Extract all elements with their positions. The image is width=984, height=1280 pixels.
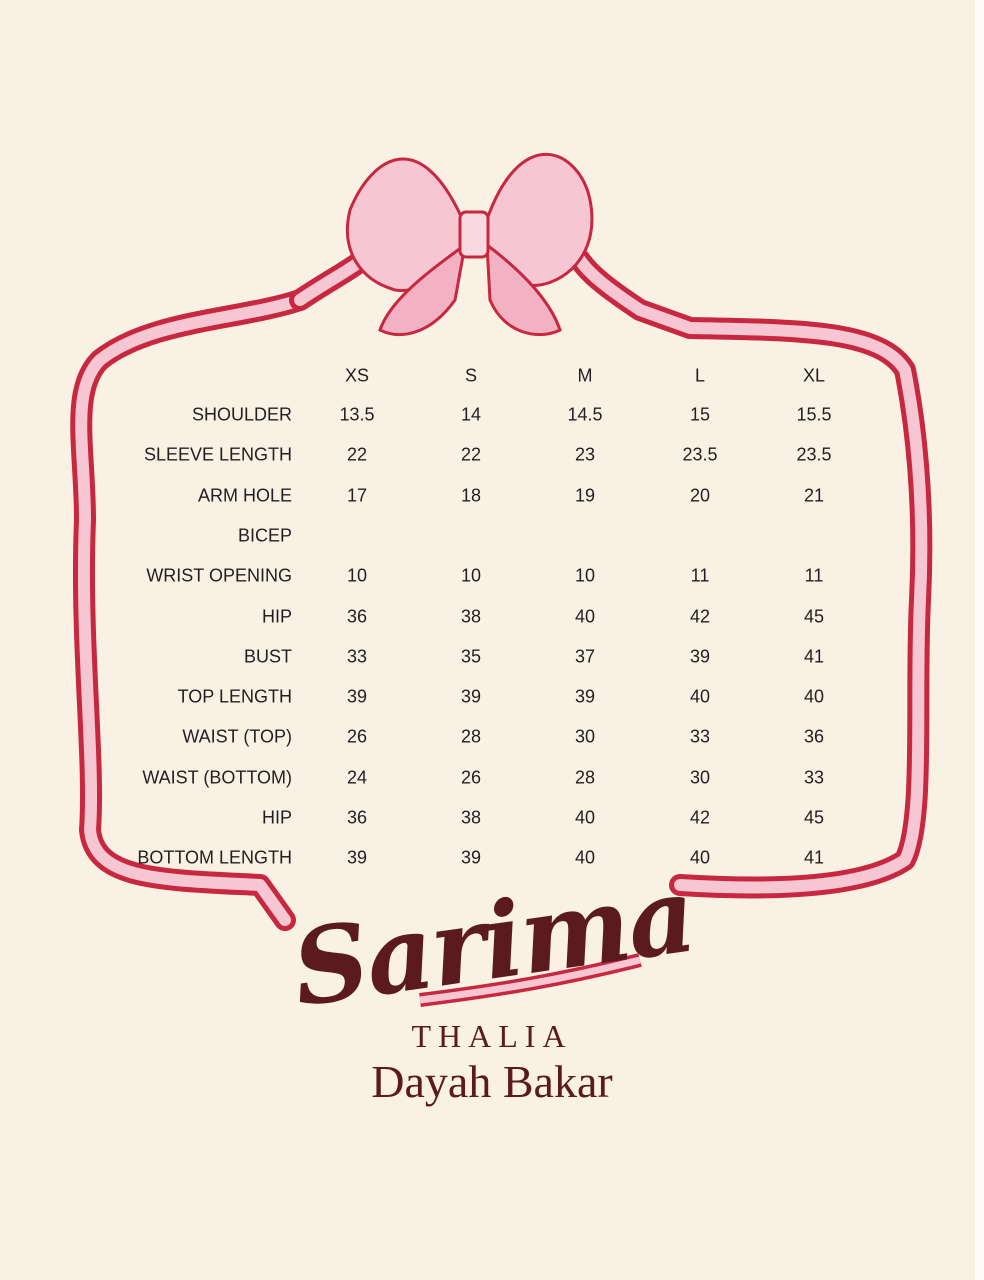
measurement-cell: 38 bbox=[460, 807, 482, 828]
measurement-cell: 17 bbox=[346, 485, 368, 506]
measurement-cell: 39 bbox=[460, 686, 482, 707]
measurement-cell: 33 bbox=[346, 646, 368, 667]
measurement-cell: 11 bbox=[690, 565, 710, 586]
measurement-cell: 41 bbox=[803, 847, 825, 868]
measurement-cell: 33 bbox=[689, 726, 711, 747]
row-label: ARM HOLE bbox=[197, 485, 292, 506]
row-label: WAIST (BOTTOM) bbox=[142, 767, 292, 788]
measurement-cell: 40 bbox=[574, 807, 596, 828]
measurement-cell: 11 bbox=[804, 565, 824, 586]
measurement-cell: 40 bbox=[574, 847, 596, 868]
measurement-cell: 13.5 bbox=[339, 404, 375, 425]
logo-thalia: THALIA bbox=[411, 1018, 573, 1054]
measurement-cell: 28 bbox=[574, 767, 596, 788]
measurement-cell: 40 bbox=[574, 606, 596, 626]
row-label: TOP LENGTH bbox=[177, 686, 292, 707]
measurement-cell: 40 bbox=[689, 686, 711, 707]
row-label: BOTTOM LENGTH bbox=[137, 847, 292, 868]
measurement-cell: 10 bbox=[346, 565, 368, 586]
measurement-cell: 30 bbox=[574, 726, 596, 747]
size-header: XS bbox=[344, 365, 370, 386]
size-header: M bbox=[577, 365, 593, 386]
row-label: HIP bbox=[261, 606, 292, 626]
measurement-cell: 36 bbox=[803, 726, 825, 747]
measurement-cell: 20 bbox=[689, 485, 711, 506]
measurement-cell: 36 bbox=[346, 606, 368, 626]
measurement-cell: 23.5 bbox=[682, 444, 718, 465]
right-edge bbox=[975, 0, 984, 1280]
measurement-cell: 39 bbox=[346, 847, 368, 868]
measurement-cell: 26 bbox=[346, 726, 368, 747]
measurement-cell: 14.5 bbox=[567, 404, 603, 425]
measurement-cell: 10 bbox=[574, 565, 596, 586]
measurement-cell: 39 bbox=[574, 686, 596, 707]
measurement-cell: 40 bbox=[803, 686, 825, 707]
ribbon-outline bbox=[70, 249, 933, 931]
size-header: XL bbox=[802, 365, 826, 386]
row-label: HIP bbox=[261, 807, 292, 828]
measurement-cell: 30 bbox=[689, 767, 711, 788]
measurement-cell: 26 bbox=[460, 767, 482, 788]
measurement-cell: 15 bbox=[689, 404, 711, 425]
measurement-cell: 28 bbox=[460, 726, 482, 747]
measurement-cell: 23.5 bbox=[796, 444, 832, 465]
measurement-cell: 40 bbox=[689, 847, 711, 868]
measurement-cell: 41 bbox=[803, 646, 825, 667]
row-label: WRIST OPENING bbox=[146, 565, 292, 586]
measurement-cell: 39 bbox=[689, 646, 711, 667]
measurement-cell: 23 bbox=[574, 444, 596, 465]
measurement-cell: 10 bbox=[460, 565, 482, 586]
measurement-cell: 45 bbox=[803, 606, 825, 626]
size-header: L bbox=[694, 365, 706, 386]
measurement-cell: 39 bbox=[346, 686, 368, 707]
row-label: BICEP bbox=[237, 525, 292, 546]
measurement-cell: 42 bbox=[689, 807, 711, 828]
measurement-cell: 45 bbox=[803, 807, 825, 828]
row-label: SLEEVE LENGTH bbox=[143, 444, 292, 465]
bow-icon bbox=[345, 152, 594, 337]
measurement-cell: 36 bbox=[346, 807, 368, 828]
measurement-cell: 24 bbox=[346, 767, 368, 788]
measurement-cell: 37 bbox=[574, 646, 596, 667]
row-label: SHOULDER bbox=[191, 404, 292, 425]
measurement-cell: 21 bbox=[803, 485, 825, 506]
measurement-cell: 42 bbox=[689, 606, 711, 626]
logo-dayah-bakar: Dayah Bakar bbox=[371, 1056, 613, 1107]
measurement-cell: 33 bbox=[803, 767, 825, 788]
row-label: WAIST (TOP) bbox=[182, 726, 292, 747]
measurement-cell: 22 bbox=[460, 444, 482, 465]
measurement-cell: 14 bbox=[460, 404, 482, 425]
measurement-cell: 18 bbox=[460, 485, 482, 506]
measurement-cell: 39 bbox=[460, 847, 482, 868]
size-header: S bbox=[464, 365, 478, 386]
ribbon-band bbox=[75, 254, 928, 926]
measurement-cell: 15.5 bbox=[796, 404, 832, 425]
row-label: BUST bbox=[243, 646, 292, 667]
measurement-cell: 38 bbox=[460, 606, 482, 626]
measurement-cell: 19 bbox=[574, 485, 596, 506]
measurement-cell: 22 bbox=[346, 444, 368, 465]
measurement-cell: 35 bbox=[460, 646, 482, 667]
